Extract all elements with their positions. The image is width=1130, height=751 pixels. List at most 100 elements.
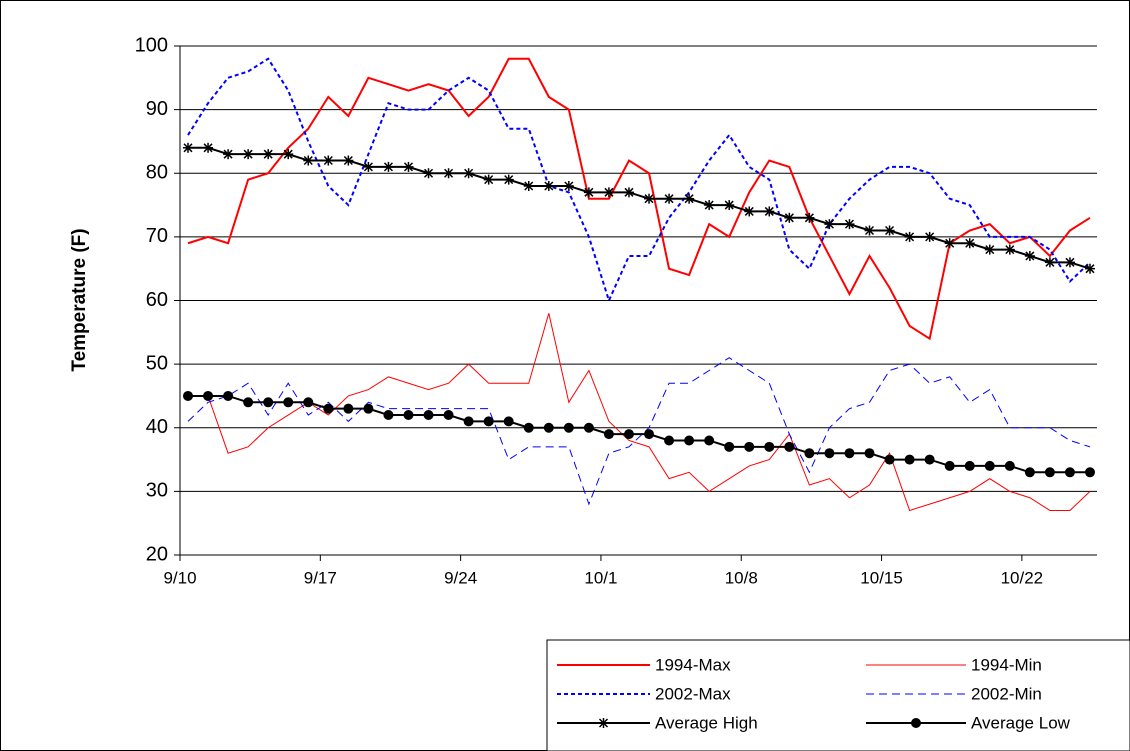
marker	[1024, 250, 1035, 261]
marker-stroke	[263, 149, 273, 159]
marker	[563, 180, 574, 191]
marker	[503, 174, 514, 185]
marker	[844, 219, 855, 230]
marker	[403, 410, 414, 421]
marker	[884, 454, 895, 465]
marker	[523, 180, 534, 191]
marker	[183, 142, 193, 153]
marker-stroke	[864, 225, 875, 236]
marker-stroke	[684, 194, 694, 204]
marker	[203, 390, 214, 401]
marker	[563, 422, 574, 433]
marker-stroke	[905, 232, 915, 242]
marker	[283, 397, 294, 408]
marker	[343, 155, 354, 166]
marker	[323, 403, 334, 414]
marker	[884, 225, 895, 236]
marker-stroke	[764, 206, 774, 216]
marker	[1064, 257, 1075, 268]
marker	[924, 231, 935, 242]
y-tick-label: 30	[146, 480, 168, 502]
marker	[363, 161, 374, 172]
marker	[223, 390, 234, 401]
series-line	[187, 57, 1091, 341]
marker	[804, 212, 815, 223]
marker-stroke	[484, 175, 494, 185]
marker-stroke	[704, 200, 714, 210]
legend-box	[546, 639, 1130, 751]
marker	[744, 206, 755, 217]
marker	[744, 441, 755, 452]
marker	[463, 168, 474, 179]
y-tick-label: 80	[146, 162, 168, 184]
marker	[223, 149, 234, 160]
marker	[824, 219, 835, 230]
legend-label: 2002-Max	[655, 684, 731, 703]
marker	[904, 231, 915, 242]
y-tick-label: 100	[135, 34, 168, 56]
x-tick-label: 10/8	[725, 568, 758, 587]
legend-marker-shape	[911, 718, 921, 728]
marker	[664, 193, 675, 204]
y-tick-label: 50	[146, 352, 168, 374]
marker-stroke	[183, 143, 193, 153]
marker	[383, 410, 394, 421]
marker	[904, 454, 915, 465]
marker-stroke	[363, 162, 373, 172]
marker	[403, 161, 414, 172]
marker-stroke	[1085, 264, 1095, 274]
marker	[1085, 467, 1095, 478]
marker	[523, 422, 534, 433]
marker-stroke	[844, 219, 854, 229]
marker-stroke	[1045, 257, 1055, 267]
marker	[924, 454, 935, 465]
legend-label: Average Low	[971, 713, 1071, 732]
marker	[1085, 263, 1095, 274]
y-tick-label: 60	[146, 289, 168, 311]
marker	[263, 149, 274, 160]
marker-stroke	[784, 213, 794, 223]
x-tick-label: 10/22	[1001, 568, 1044, 587]
marker-stroke	[624, 187, 634, 197]
marker	[1044, 467, 1055, 478]
marker	[824, 448, 835, 459]
marker	[543, 180, 554, 191]
marker-stroke	[584, 187, 594, 197]
marker-stroke	[524, 181, 534, 191]
marker	[1044, 257, 1055, 268]
marker	[724, 200, 735, 211]
marker	[263, 397, 274, 408]
y-tick-label: 40	[146, 416, 168, 438]
marker-stroke	[444, 168, 454, 178]
marker	[623, 429, 634, 440]
marker	[1024, 467, 1035, 478]
marker-stroke	[383, 162, 393, 172]
marker	[343, 403, 354, 414]
marker	[804, 448, 815, 459]
legend-marker	[911, 718, 921, 728]
marker	[1004, 244, 1015, 255]
marker	[383, 161, 394, 172]
marker	[844, 448, 855, 459]
marker	[724, 441, 735, 452]
marker	[684, 193, 695, 204]
marker	[323, 155, 334, 166]
marker	[583, 187, 594, 198]
marker-stroke	[243, 149, 253, 159]
marker	[603, 187, 614, 198]
marker	[603, 429, 614, 440]
marker-stroke	[724, 200, 734, 210]
marker-stroke	[945, 238, 955, 248]
marker	[203, 142, 214, 153]
marker	[463, 416, 474, 427]
x-tick-label: 9/17	[304, 568, 337, 587]
marker	[543, 422, 554, 433]
marker	[644, 429, 655, 440]
marker-stroke	[664, 194, 674, 204]
marker-stroke	[744, 206, 754, 216]
legend-marker	[598, 718, 609, 728]
marker-stroke	[1025, 251, 1035, 261]
